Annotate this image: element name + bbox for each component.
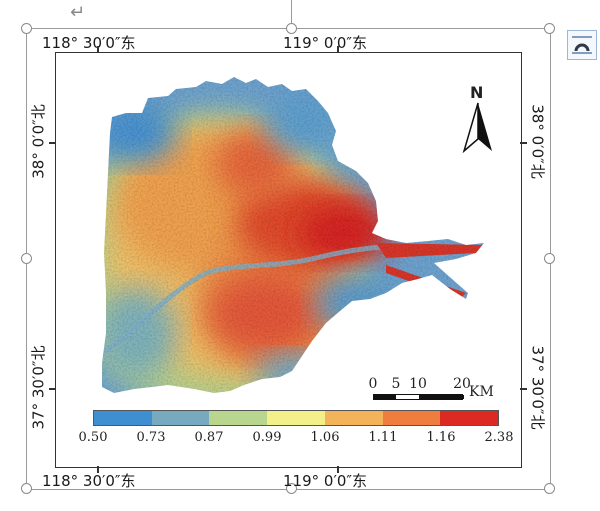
lon-label-top-west: 118° 30′0″东 [42,34,136,52]
scale-label-0: 0 [368,376,378,392]
layout-options-button[interactable] [567,30,597,60]
resize-handle-bottom[interactable] [286,483,297,494]
legend-swatch [267,411,325,425]
scale-label-10: 10 [409,376,427,392]
scale-label-5: 5 [391,376,401,392]
legend-swatch [382,411,441,425]
resize-handle-bottom-left[interactable] [21,483,32,494]
legend-swatch [94,411,152,425]
north-arrow-label: N [470,83,484,102]
lon-label-bottom-west: 118° 30′0″东 [42,472,136,490]
raster-map [102,77,484,393]
scale-unit: KM [469,384,494,400]
frame-tick [97,466,99,473]
frame-tick [337,466,339,473]
resize-handle-left[interactable] [21,253,32,264]
legend-tick-label: 2.38 [484,430,514,445]
frame-tick [97,46,99,53]
text-wrap-layout-icon [572,36,592,54]
resize-handle-top-right[interactable] [544,23,555,34]
north-arrow-icon [462,102,492,154]
lat-label-right-north: 38° 0′0″北 [528,104,547,179]
legend-swatch [151,411,210,425]
legend-swatch [324,411,383,425]
frame-tick [520,142,527,144]
paragraph-mark: ↵ [70,2,86,23]
resize-handle-top-left[interactable] [21,23,32,34]
resize-handle-top[interactable] [286,23,297,34]
lon-label-top-east: 119° 0′0″东 [283,34,367,52]
legend-tick-label: 0.73 [136,430,166,445]
legend-tick-label: 0.99 [252,430,282,445]
lat-label-left-south: 37° 30′0″北 [29,345,48,430]
lat-label-right-south: 37° 30′0″北 [528,345,547,430]
resize-handle-right[interactable] [544,253,555,264]
scale-label-20: 20 [453,376,471,392]
frame-tick [337,46,339,53]
frame-tick [520,388,527,390]
lon-label-bottom-east: 119° 0′0″东 [283,472,367,490]
legend-tick-label: 1.11 [368,430,398,445]
frame-tick [49,142,56,144]
rotate-handle-line [291,0,292,24]
legend-swatch [209,411,268,425]
legend-tick-label: 0.87 [194,430,224,445]
legend-tick-label: 0.50 [78,430,108,445]
legend-colorbar [93,410,499,426]
legend-tick-label: 1.06 [310,430,340,445]
resize-handle-bottom-right[interactable] [544,483,555,494]
scale-bar [373,394,464,400]
legend-swatch [440,411,499,425]
legend-tick-label: 1.16 [426,430,456,445]
lat-label-left-north: 38° 0′0″北 [29,104,48,179]
frame-tick [49,388,56,390]
